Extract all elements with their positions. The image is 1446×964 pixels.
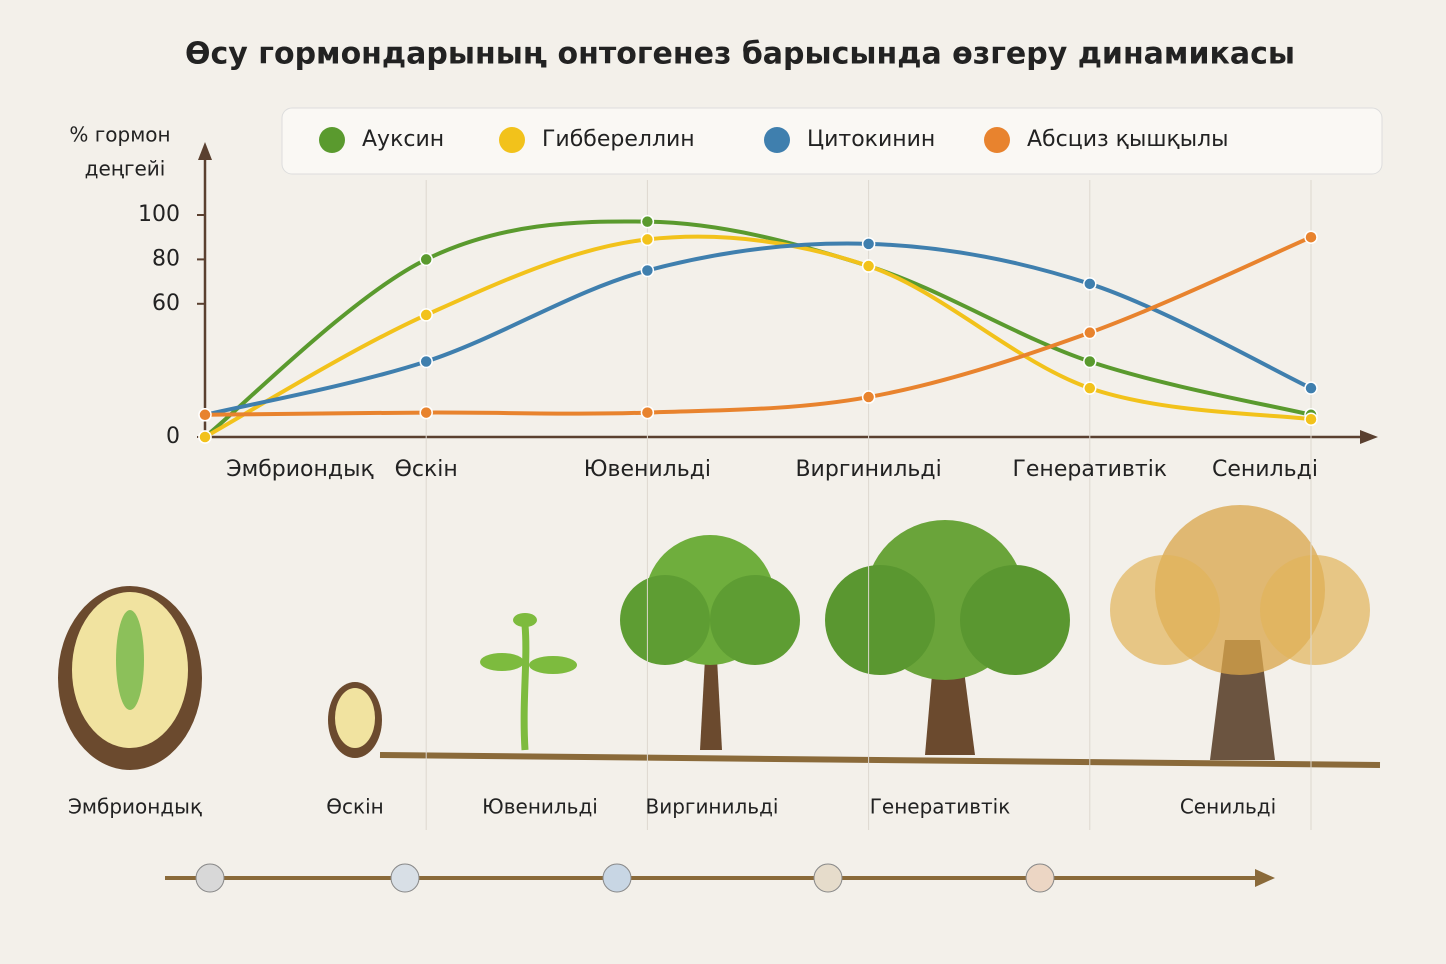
timeline-node [813,863,843,893]
y-tick-label: 0 [166,424,180,449]
legend-label: Гиббереллин [542,127,695,152]
y-tick-label: 60 [152,291,180,316]
x-tick-label: Виргинильді [795,457,941,482]
x-tick-label: Генеративтік [1012,457,1167,482]
illustrations [58,505,1381,770]
y-axis-label: % гормон [69,123,170,147]
chart-title: Өсу гормондарының онтогенез барысында өз… [185,37,1295,72]
legend-box [281,107,1383,175]
tree-crown [710,575,800,665]
tree-crown [620,575,710,665]
legend-label: Абсциз қышқылы [1027,127,1229,152]
data-point [198,408,212,422]
data-point [198,430,212,444]
data-point [861,390,876,404]
y-tick-label: 100 [138,202,180,227]
y-axis-label: деңгейі [85,157,166,181]
legend-icon [499,127,525,153]
leaf [529,656,577,674]
stage-label: Ювенильді [482,795,598,819]
series-line [204,234,1312,439]
stage-label: Өскін [326,795,383,819]
timeline-node [195,863,225,893]
embryo [116,610,144,710]
y-axis-arrow [198,142,212,160]
seedling [520,624,530,751]
data-point [1083,354,1097,369]
tree-crown [825,565,935,675]
stage-label: Виргинильді [646,795,779,819]
stage-label: Сенильді [1180,795,1276,819]
x-tick-label: Өскін [395,457,458,482]
legend-icon [764,127,790,153]
data-point [861,259,876,273]
series-line [204,235,1312,417]
data-point [1083,277,1097,291]
data-point [1304,381,1318,395]
x-tick-label: Сенильді [1212,457,1318,482]
y-tick-label: 80 [152,246,180,271]
series-line [204,241,1312,417]
ground [379,752,1381,768]
data-point [640,263,655,278]
data-point [640,214,655,229]
x-tick-label: Ювенильді [584,457,711,482]
tree-crown [1110,555,1220,665]
legend-label: Цитокинин [807,127,935,152]
data-point [1304,230,1318,244]
seed-inner [335,688,375,748]
stage-label: Генеративтік [870,795,1011,819]
data-point [1304,412,1318,426]
data-point [861,237,876,251]
data-point [640,232,655,247]
data-point [419,252,433,267]
timeline-nodes [195,863,1055,893]
data-point [1083,325,1097,340]
data-point [640,405,655,420]
leaf [513,613,537,627]
data-point [1083,381,1097,395]
x-axis-arrow [1360,430,1378,444]
timeline-node [602,863,632,893]
stage-label: Эмбриондық [68,795,202,819]
timeline-node [1025,863,1055,893]
x-tick-label: Эмбриондық [226,457,374,482]
data-point [419,354,433,369]
trunk [700,640,722,750]
tree-crown [960,565,1070,675]
timeline-arrow [1255,869,1275,887]
tree-crown [1260,555,1370,665]
leaf [480,653,524,671]
data-point [419,308,433,322]
timeline-node [390,863,420,893]
legend-icon [319,127,345,153]
series-line [203,219,1312,439]
legend-icon [984,127,1010,153]
data-point [419,405,433,420]
legend-label: Ауксин [362,127,444,152]
